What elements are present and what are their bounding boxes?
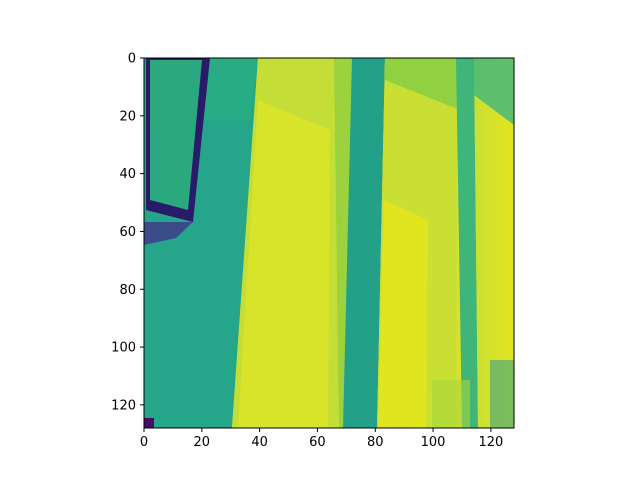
x-tick-label: 120 bbox=[478, 435, 503, 450]
x-axis-ticks: 0 20 40 60 80 100 120 bbox=[140, 428, 503, 450]
y-tick-label: 60 bbox=[119, 225, 136, 240]
frame-inner-region bbox=[150, 60, 202, 210]
image-plot-area bbox=[144, 58, 514, 428]
x-tick-label: 100 bbox=[421, 435, 446, 450]
y-tick-label: 80 bbox=[119, 283, 136, 298]
axes-frame bbox=[143, 57, 515, 429]
right-window-top-frame bbox=[474, 58, 514, 125]
right-pillar bbox=[456, 58, 478, 428]
x-tick-label: 0 bbox=[140, 435, 148, 450]
x-tick-label: 80 bbox=[367, 435, 384, 450]
x-tick-label: 20 bbox=[194, 435, 211, 450]
right-window-region bbox=[474, 58, 514, 428]
bottom-mid-speckle bbox=[432, 380, 470, 428]
y-tick-label: 120 bbox=[111, 398, 136, 413]
upper-window-rail bbox=[385, 58, 460, 110]
y-tick-label: 40 bbox=[119, 167, 136, 182]
center-pillar bbox=[343, 58, 385, 428]
y-tick-label: 20 bbox=[119, 109, 136, 124]
bottom-left-dark-spot bbox=[144, 418, 154, 428]
yellow-panel-2-inner bbox=[378, 200, 428, 428]
bottom-right-speckle bbox=[490, 360, 514, 428]
y-tick-label: 0 bbox=[128, 52, 136, 67]
x-tick-label: 60 bbox=[309, 435, 326, 450]
yellow-panel-1-inner bbox=[238, 100, 330, 428]
x-tick-label: 40 bbox=[251, 435, 268, 450]
y-tick-label: 100 bbox=[111, 341, 136, 356]
y-axis-ticks: 0 20 40 60 80 100 120 bbox=[111, 52, 144, 413]
frame-shadow-region bbox=[144, 222, 193, 245]
